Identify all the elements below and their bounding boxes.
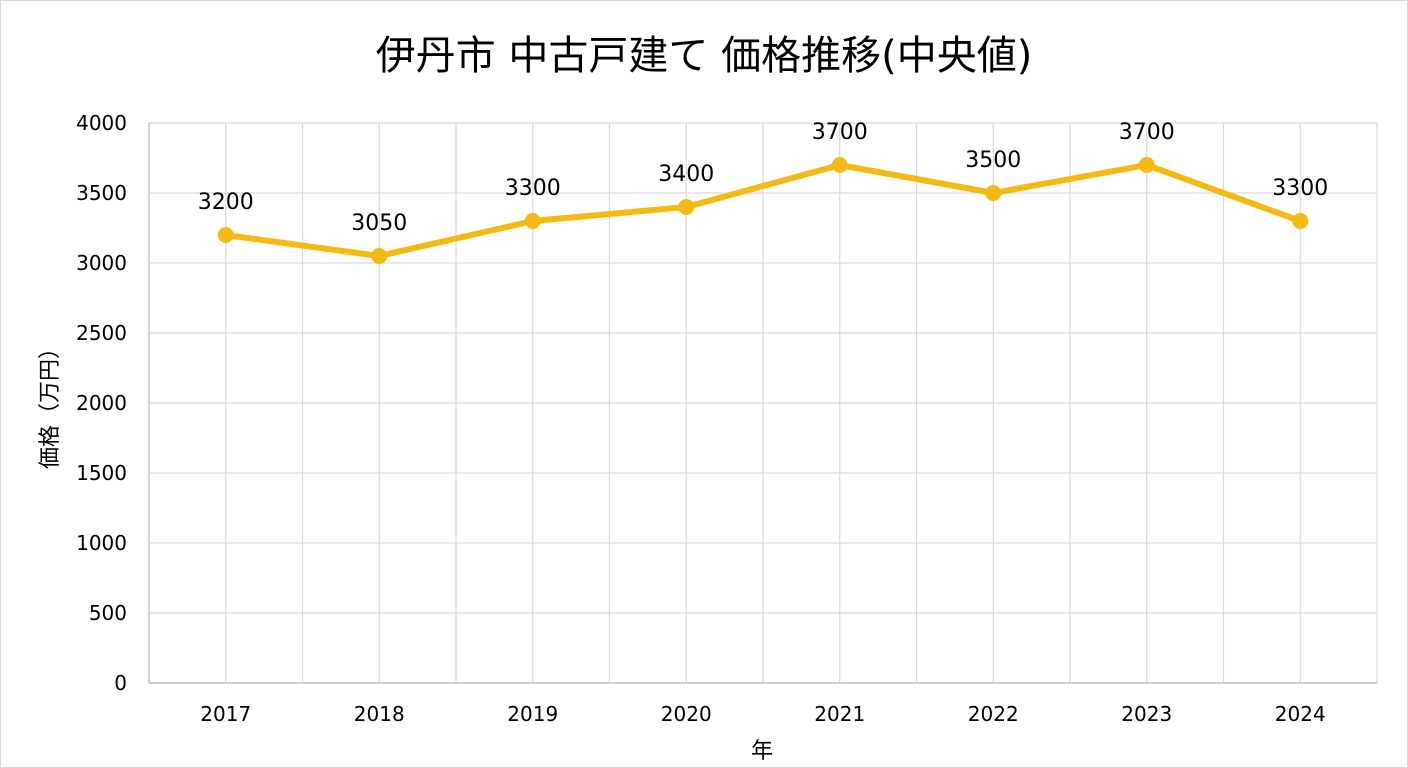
y-tick-label: 500 <box>89 601 127 625</box>
y-tick-label: 1500 <box>76 461 127 485</box>
data-label: 3200 <box>198 190 254 215</box>
x-tick-label: 2019 <box>507 702 558 726</box>
data-label: 3700 <box>812 120 868 145</box>
x-axis-tick-labels: 2017 2018 2019 2020 2021 2022 2023 2024 <box>200 702 1325 726</box>
x-tick-label: 2017 <box>200 702 251 726</box>
chart-title: 伊丹市 中古戸建て 価格推移(中央値) <box>376 33 1033 79</box>
y-tick-label: 3500 <box>76 181 127 205</box>
data-label: 3500 <box>965 148 1021 173</box>
y-tick-label: 0 <box>114 671 127 695</box>
gridlines <box>149 122 1378 683</box>
data-label: 3400 <box>658 162 714 187</box>
x-tick-label: 2022 <box>968 702 1019 726</box>
x-axis-title: 年 <box>751 739 773 764</box>
data-label: 3300 <box>1272 176 1328 201</box>
data-labels: 3200 3050 3300 3400 3700 3500 3700 3300 <box>198 120 1329 236</box>
x-tick-label: 2023 <box>1121 702 1172 726</box>
data-point <box>678 199 695 215</box>
data-point <box>1292 213 1309 229</box>
data-point <box>371 248 388 264</box>
x-tick-label: 2020 <box>661 702 712 726</box>
axes <box>148 123 1377 684</box>
y-tick-label: 2500 <box>76 321 127 345</box>
y-tick-label: 2000 <box>76 391 127 415</box>
data-series <box>217 157 1309 264</box>
data-point <box>831 157 848 173</box>
data-point <box>1138 157 1155 173</box>
data-label: 3300 <box>505 176 561 201</box>
series-line <box>222 162 1304 259</box>
y-tick-label: 4000 <box>76 111 127 135</box>
x-tick-label: 2021 <box>814 702 865 726</box>
x-tick-label: 2024 <box>1275 702 1326 726</box>
y-tick-label: 3000 <box>76 251 127 275</box>
y-axis-title: 価格（万円） <box>38 337 63 469</box>
data-point <box>524 213 541 229</box>
data-label: 3050 <box>351 211 407 236</box>
data-label: 3700 <box>1119 120 1175 145</box>
x-tick-label: 2018 <box>354 702 405 726</box>
y-axis-tick-labels: 0 500 1000 1500 2000 2500 3000 3500 4000 <box>76 111 127 695</box>
data-point <box>985 185 1002 201</box>
data-point <box>217 227 234 243</box>
y-tick-label: 1000 <box>76 531 127 555</box>
